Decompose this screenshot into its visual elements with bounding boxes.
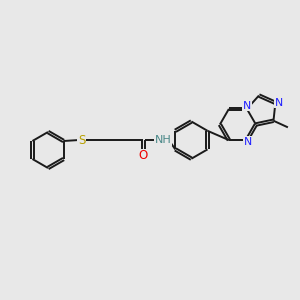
Text: N: N [244, 136, 252, 147]
Text: O: O [139, 149, 148, 162]
Text: N: N [243, 101, 251, 111]
Text: NH: NH [154, 135, 171, 145]
Text: N: N [275, 98, 283, 108]
Text: S: S [78, 134, 85, 147]
